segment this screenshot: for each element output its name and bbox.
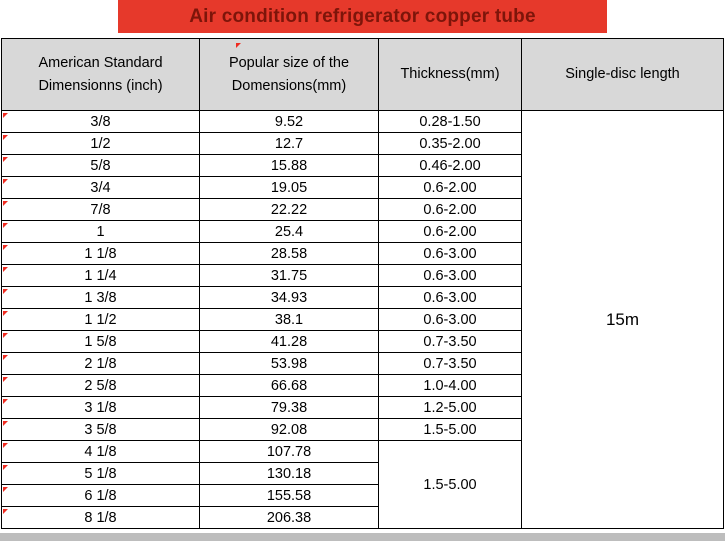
- cell-thickness: 1.5-5.00: [378, 418, 522, 441]
- cell-inch: 5 1/8: [1, 462, 200, 485]
- header-row: American Standard Dimensionns (inch) Pop…: [1, 38, 724, 111]
- cell-mm: 22.22: [199, 198, 379, 221]
- cell-inch: 1 1/8: [1, 242, 200, 265]
- table-row: 6 1/8 155.58: [1, 484, 724, 507]
- cell-inch: 3/4: [1, 176, 200, 199]
- cell-thickness: 1.2-5.00: [378, 396, 522, 419]
- cell-mm: 12.7: [199, 132, 379, 155]
- table-row: 1 1/4 31.75 0.6-3.00: [1, 264, 724, 287]
- table-row: 7/8 22.22 0.6-2.00: [1, 198, 724, 221]
- cell-mm: 28.58: [199, 242, 379, 265]
- cell-mm: 34.93: [199, 286, 379, 309]
- cell-mm: 79.38: [199, 396, 379, 419]
- cell-thickness: 0.6-3.00: [378, 286, 522, 309]
- table-row: 3/4 19.05 0.6-2.00: [1, 176, 724, 199]
- header-single-disc-length: Single-disc length: [521, 38, 724, 111]
- cell-mm: 9.52: [199, 110, 379, 133]
- cell-inch: 1/2: [1, 132, 200, 155]
- cell-mm: 206.38: [199, 506, 379, 529]
- cell-inch: 2 1/8: [1, 352, 200, 375]
- table-row: 3 5/8 92.08 1.5-5.00: [1, 418, 724, 441]
- cell-thickness: 0.6-2.00: [378, 220, 522, 243]
- cell-thickness: 0.6-3.00: [378, 308, 522, 331]
- cell-inch: 7/8: [1, 198, 200, 221]
- cell-thickness: 0.6-2.00: [378, 176, 522, 199]
- header-popular-size-mm: Popular size of the Domensions(mm): [199, 38, 379, 111]
- cell-mm: 41.28: [199, 330, 379, 353]
- cell-inch: 8 1/8: [1, 506, 200, 529]
- title-row: Air condition refrigerator copper tube: [0, 0, 725, 38]
- cell-inch: 1 1/2: [1, 308, 200, 331]
- cell-thickness: 0.46-2.00: [378, 154, 522, 177]
- table-row: 1/2 12.7 0.35-2.00: [1, 132, 724, 155]
- header-thickness: Thickness(mm): [378, 38, 522, 111]
- cell-inch: 3/8: [1, 110, 200, 133]
- cell-thickness: 0.6-2.00: [378, 198, 522, 221]
- cell-thickness: 0.6-3.00: [378, 242, 522, 265]
- cell-inch: 1 1/4: [1, 264, 200, 287]
- table-row: 4 1/8 107.78 1.5-5.00: [1, 440, 724, 529]
- cell-mm: 25.4: [199, 220, 379, 243]
- table-row: 3/8 9.52 0.28-1.50 15m: [1, 110, 724, 529]
- cell-mm: 130.18: [199, 462, 379, 485]
- table-row: 1 25.4 0.6-2.00: [1, 220, 724, 243]
- cell-inch: 3 5/8: [1, 418, 200, 441]
- cell-inch: 1: [1, 220, 200, 243]
- cell-mm: 53.98: [199, 352, 379, 375]
- cell-thickness: 1.0-4.00: [378, 374, 522, 397]
- table-row: 8 1/8 206.38: [1, 506, 724, 529]
- cell-mm: 155.58: [199, 484, 379, 507]
- cell-inch: 6 1/8: [1, 484, 200, 507]
- cell-thickness: 0.35-2.00: [378, 132, 522, 155]
- cell-inch: 2 5/8: [1, 374, 200, 397]
- table-row: 1 1/2 38.1 0.6-3.00: [1, 308, 724, 331]
- cell-thickness: 0.7-3.50: [378, 352, 522, 375]
- table-row: 1 1/8 28.58 0.6-3.00: [1, 242, 724, 265]
- table-row: 3 1/8 79.38 1.2-5.00: [1, 396, 724, 419]
- cell-thickness: 0.28-1.50: [378, 110, 522, 133]
- cell-thickness: 0.7-3.50: [378, 330, 522, 353]
- cell-inch: 4 1/8: [1, 440, 200, 463]
- cell-mm: 15.88: [199, 154, 379, 177]
- cell-mm: 66.68: [199, 374, 379, 397]
- cell-mm: 31.75: [199, 264, 379, 287]
- table-row: 1 3/8 34.93 0.6-3.00: [1, 286, 724, 309]
- cell-thickness-merged: 1.5-5.00: [378, 440, 522, 529]
- cell-inch: 3 1/8: [1, 396, 200, 419]
- cell-inch: 1 3/8: [1, 286, 200, 309]
- header-american-standard-dimensions: American Standard Dimensionns (inch): [1, 38, 200, 111]
- cell-single-disc-length: 15m: [521, 110, 724, 529]
- copper-tube-spec-table: American Standard Dimensionns (inch) Pop…: [1, 38, 724, 529]
- cell-inch: 5/8: [1, 154, 200, 177]
- cell-thickness: 0.6-3.00: [378, 264, 522, 287]
- cell-mm: 107.78: [199, 440, 379, 463]
- bottom-strip: [0, 533, 725, 541]
- cell-inch: 1 5/8: [1, 330, 200, 353]
- table-row: 5/8 15.88 0.46-2.00: [1, 154, 724, 177]
- cell-mm: 92.08: [199, 418, 379, 441]
- table-row: 2 1/8 53.98 0.7-3.50: [1, 352, 724, 375]
- page-title: Air condition refrigerator copper tube: [118, 0, 607, 33]
- table-row: 5 1/8 130.18: [1, 462, 724, 485]
- cell-mm: 19.05: [199, 176, 379, 199]
- cell-mm: 38.1: [199, 308, 379, 331]
- table-row: 1 5/8 41.28 0.7-3.50: [1, 330, 724, 353]
